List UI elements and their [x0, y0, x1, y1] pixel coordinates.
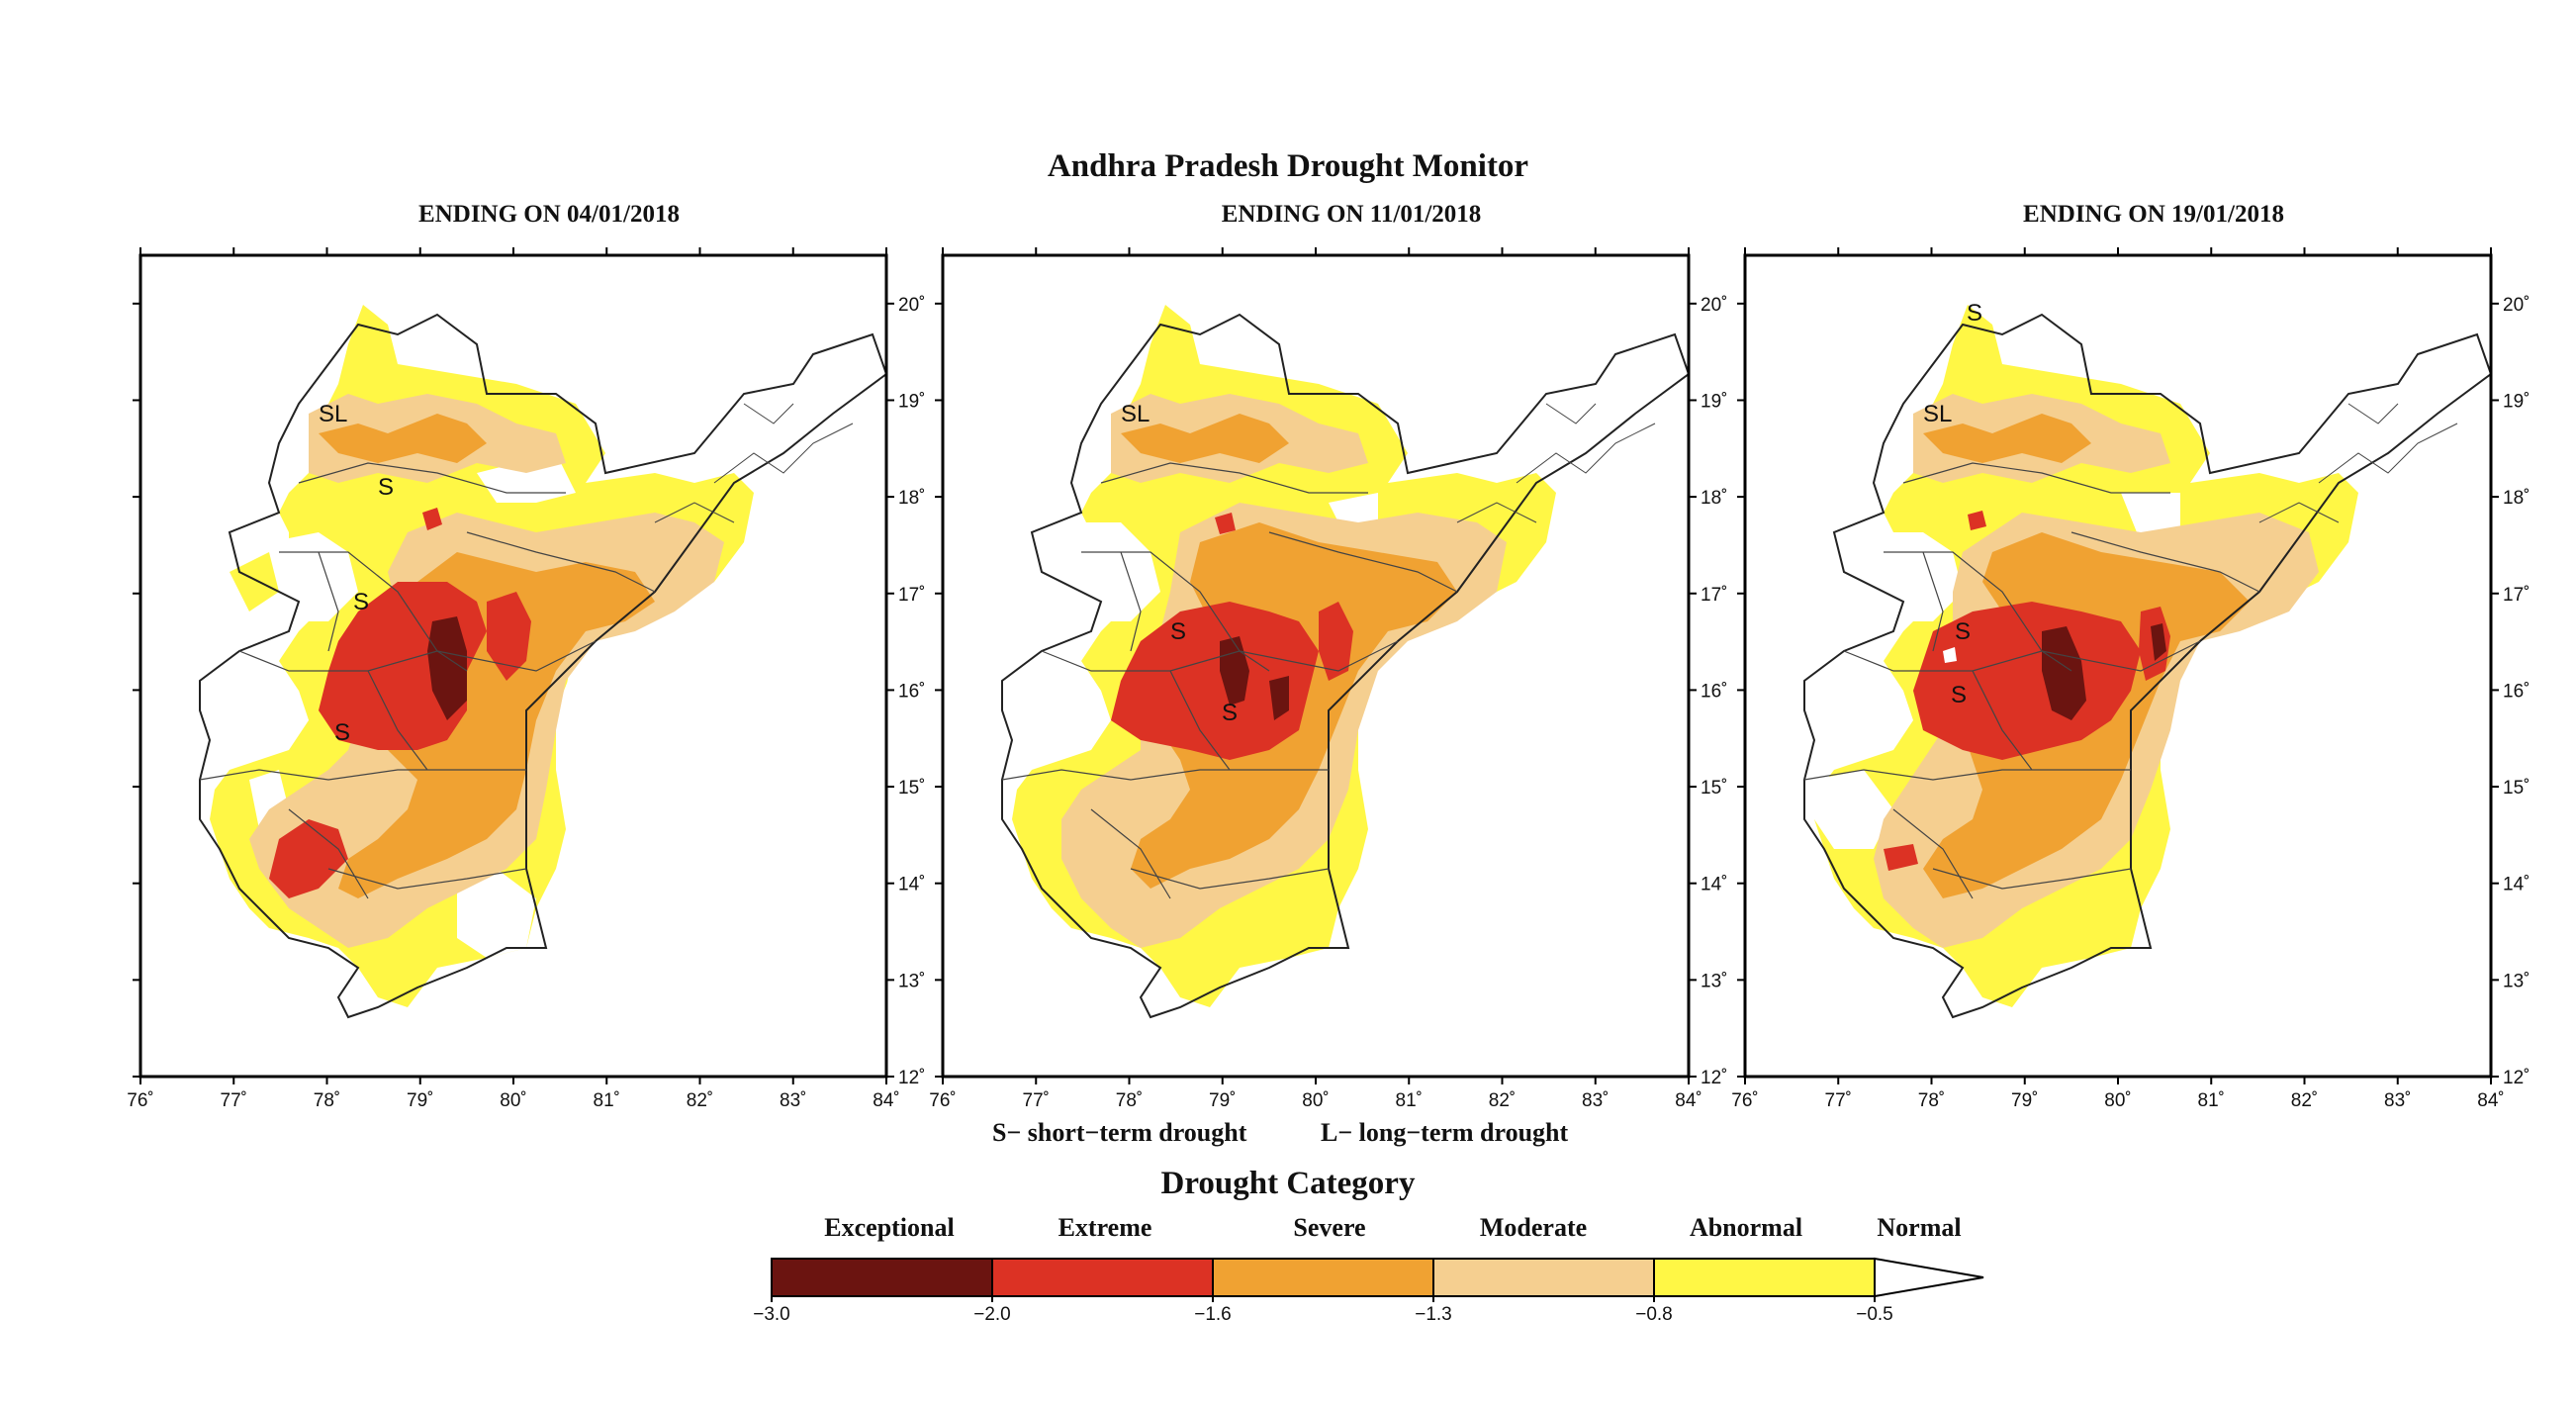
drought-label-s: S — [1170, 618, 1186, 645]
drought-label-sl: SL — [1923, 401, 1952, 427]
lon-tick-label: 76˚ — [929, 1090, 956, 1111]
lat-tick-label: 13˚ — [898, 971, 925, 991]
legend-tick: −3.0 — [753, 1304, 790, 1325]
lat-tick-label: 20˚ — [898, 295, 925, 316]
lat-tick-label: 19˚ — [898, 391, 925, 412]
lon-tick-label: 77˚ — [1825, 1090, 1852, 1111]
lat-tick-label: 14˚ — [1701, 875, 1727, 895]
legend-label-abnormal: Abnormal — [1689, 1213, 1803, 1242]
lon-tick-label: 78˚ — [314, 1090, 340, 1111]
legend-title: Drought Category — [1160, 1166, 1416, 1201]
lon-tick-label: 81˚ — [594, 1090, 620, 1111]
drought-label-s: S — [1955, 618, 1971, 645]
lon-tick-label: 83˚ — [2384, 1090, 2411, 1111]
panel-title-2: ENDING ON 11/01/2018 — [1221, 201, 1482, 228]
lat-tick-label: 15˚ — [898, 778, 925, 799]
lon-tick-label: 82˚ — [1489, 1090, 1516, 1111]
legend-label-exceptional: Exceptional — [824, 1213, 955, 1242]
lat-tick-label: 13˚ — [2503, 971, 2530, 991]
panel-title-3: ENDING ON 19/01/2018 — [2023, 201, 2284, 228]
lat-tick-label: 16˚ — [898, 681, 925, 702]
legend-label-normal: Normal — [1877, 1213, 1962, 1242]
legend-swatch-moderate — [1433, 1259, 1654, 1296]
map-panel-2: SL S S — [1001, 305, 1689, 1018]
drought-label-s: S — [334, 719, 350, 746]
lat-tick-label: 12˚ — [1701, 1068, 1727, 1088]
lat-tick-label: 20˚ — [2503, 295, 2530, 316]
drought-label-s: S — [1967, 300, 1982, 327]
lon-tick-label: 78˚ — [1918, 1090, 1945, 1111]
lon-tick-label: 82˚ — [2291, 1090, 2318, 1111]
lat-tick-label: 17˚ — [1701, 585, 1727, 606]
map-panel-1: SL S S S — [199, 305, 886, 1018]
lat-tick-label: 14˚ — [898, 875, 925, 895]
lat-tick-label: 15˚ — [1701, 778, 1727, 799]
panel-title-1: ENDING ON 04/01/2018 — [418, 201, 680, 228]
legend-tick: −0.5 — [1856, 1304, 1893, 1325]
lat-tick-label: 17˚ — [2503, 585, 2530, 606]
lat-tick-label: 19˚ — [2503, 391, 2530, 412]
lon-tick-label: 76˚ — [127, 1090, 153, 1111]
exceptional-area — [427, 616, 467, 720]
lon-tick-label: 84˚ — [1675, 1090, 1702, 1111]
legend-swatch-abnormal — [1654, 1259, 1875, 1296]
drought-label-s: S — [353, 589, 369, 615]
legend-tick: −1.6 — [1194, 1304, 1232, 1325]
map-panel-3: S SL S S — [1803, 300, 2491, 1018]
lon-tick-label: 78˚ — [1116, 1090, 1143, 1111]
lat-tick-label: 12˚ — [2503, 1068, 2530, 1088]
drought-label-sl: SL — [1121, 401, 1150, 427]
lon-tick-label: 80˚ — [1302, 1090, 1329, 1111]
severe-area — [319, 414, 487, 463]
legend-label-severe: Severe — [1293, 1213, 1366, 1242]
lon-tick-label: 79˚ — [407, 1090, 433, 1111]
map-title: Andhra Pradesh Drought Monitor — [1047, 148, 1529, 184]
legend-swatch-extreme — [992, 1259, 1213, 1296]
lat-tick-label: 13˚ — [1701, 971, 1727, 991]
lat-tick-label: 16˚ — [1701, 681, 1727, 702]
drought-label-s: S — [378, 474, 394, 501]
lon-tick-label: 77˚ — [221, 1090, 247, 1111]
lon-tick-label: 84˚ — [2477, 1090, 2504, 1111]
short-term-note: S− short−term drought — [992, 1118, 1247, 1147]
lon-tick-label: 81˚ — [2198, 1090, 2225, 1111]
legend-swatch-severe — [1213, 1259, 1433, 1296]
lat-tick-label: 12˚ — [898, 1068, 925, 1088]
lat-tick-label: 20˚ — [1701, 295, 1727, 316]
legend-tick: −0.8 — [1635, 1304, 1673, 1325]
lat-tick-label: 17˚ — [898, 585, 925, 606]
lon-tick-label: 80˚ — [500, 1090, 526, 1111]
legend-tick: −1.3 — [1415, 1304, 1452, 1325]
lat-tick-label: 18˚ — [2503, 488, 2530, 509]
drought-label-s: S — [1951, 682, 1967, 708]
lon-tick-label: 80˚ — [2104, 1090, 2131, 1111]
legend-colorbar — [771, 1257, 1984, 1302]
lon-tick-label: 81˚ — [1396, 1090, 1423, 1111]
lon-tick-label: 77˚ — [1023, 1090, 1050, 1111]
lon-tick-label: 82˚ — [687, 1090, 713, 1111]
lon-tick-label: 79˚ — [2011, 1090, 2038, 1111]
map-axes: 76˚ 77˚ 78˚ 79˚ 80˚ 81˚ 82˚ 83˚ 84˚ 20˚ 19˚ 18˚ 17˚ 1… — [127, 247, 2530, 1111]
legend-label-extreme: Extreme — [1058, 1213, 1152, 1242]
drought-label-sl: SL — [319, 401, 347, 427]
lat-tick-label: 18˚ — [1701, 488, 1727, 509]
lon-tick-label: 84˚ — [873, 1090, 899, 1111]
legend-swatch-exceptional — [772, 1259, 992, 1296]
lat-tick-label: 15˚ — [2503, 778, 2530, 799]
lon-tick-label: 79˚ — [1209, 1090, 1236, 1111]
long-term-note: L− long−term drought — [1321, 1118, 1569, 1147]
lat-tick-label: 14˚ — [2503, 875, 2530, 895]
lat-tick-label: 19˚ — [1701, 391, 1727, 412]
legend-tick: −2.0 — [973, 1304, 1011, 1325]
lat-tick-label: 16˚ — [2503, 681, 2530, 702]
lat-tick-label: 18˚ — [898, 488, 925, 509]
drought-label-s: S — [1222, 700, 1238, 726]
legend-swatch-normal — [1874, 1257, 1984, 1298]
lon-tick-label: 83˚ — [1582, 1090, 1609, 1111]
legend-label-moderate: Moderate — [1479, 1213, 1588, 1242]
lon-tick-label: 76˚ — [1731, 1090, 1758, 1111]
lon-tick-label: 83˚ — [780, 1090, 806, 1111]
